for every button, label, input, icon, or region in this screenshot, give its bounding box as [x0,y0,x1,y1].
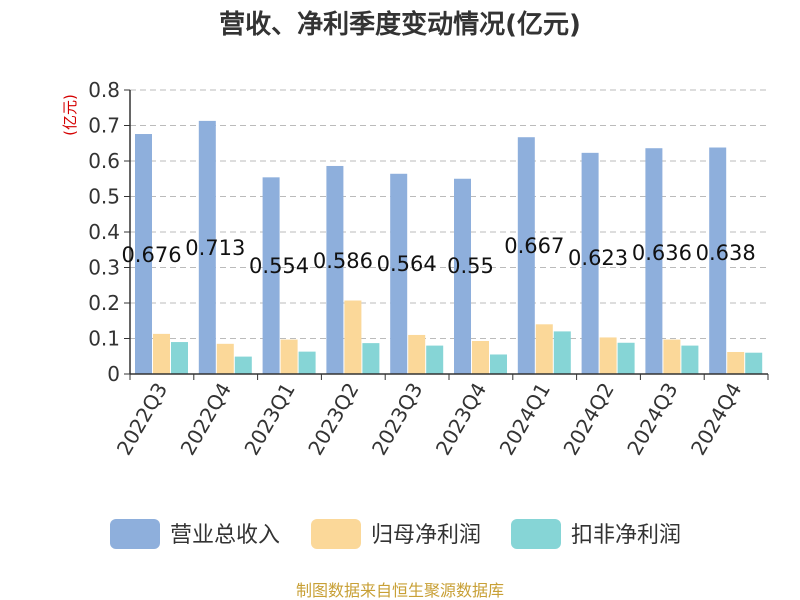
bar-0-8 [645,148,663,374]
bar-1-3 [344,300,362,374]
data-label-4: 0.564 [377,252,437,276]
legend-label: 归母净利润 [371,523,481,548]
bar-0-7 [581,152,599,374]
data-label-7: 0.623 [568,246,628,270]
bar-2-1 [234,356,252,374]
y-tick-label: 0.2 [88,291,120,315]
legend-item-1[interactable]: 归母净利润 [311,519,481,549]
bar-0-9 [709,147,727,374]
bar-0-1 [198,120,216,374]
data-label-1: 0.713 [185,236,245,260]
bar-0-3 [326,165,344,374]
x-tick-label: 2022Q3 [112,379,172,460]
bar-2-0 [171,342,188,374]
bar-1-4 [408,334,426,374]
gridlines [130,89,768,339]
bar-1-2 [280,339,298,374]
x-axis: 2022Q3 2022Q4 2023Q1 2023Q2 2023Q3 2023Q4 2024… [112,373,769,460]
x-tick-label: 2024Q4 [686,379,746,460]
legend-item-0[interactable]: 营业总收入 [110,519,280,549]
x-tick-label: 2024Q1 [495,379,555,460]
bar-2-3 [362,343,380,374]
y-tick-label: 0.3 [88,256,120,280]
y-tick-label: 0.7 [88,114,120,138]
y-axis: 0 0.1 0.2 0.3 0.4 0.5 0.6 0.7 0.8 [88,78,131,386]
y-tick-label: 0 [107,362,120,386]
legend-swatch [511,519,561,549]
legend-item-2[interactable]: 扣非净利润 [511,519,681,549]
y-tick-label: 0.4 [88,220,120,244]
legend[interactable]: 营业总收入 归母净利润 扣非净利润 [110,519,681,549]
bar-1-6 [535,324,553,374]
data-label-9: 0.638 [696,241,756,265]
y-tick-label: 0.6 [88,149,120,173]
legend-swatch [311,519,361,549]
bar-1-9 [727,351,745,374]
bar-0-5 [454,178,471,374]
x-tick-label: 2023Q4 [431,379,491,460]
bar-0-0 [135,134,152,374]
x-tick-label: 2024Q2 [558,379,618,460]
bar-0-6 [517,137,535,374]
bar-2-6 [553,331,571,374]
bar-1-0 [153,333,170,374]
bar-2-2 [298,351,316,374]
legend-label: 营业总收入 [170,523,280,548]
source-note: 制图数据来自恒生聚源数据库 [296,581,504,600]
bar-2-8 [681,345,699,374]
bar-0-4 [390,173,408,374]
y-tick-label: 0.5 [88,185,120,209]
data-label-6: 0.667 [504,234,564,258]
bar-1-1 [216,343,234,374]
bar-2-4 [426,345,444,374]
data-label-2: 0.554 [249,254,309,278]
x-tick-label: 2023Q3 [367,379,427,460]
y-tick-label: 0.1 [88,327,120,351]
x-tick-label: 2024Q3 [622,379,682,460]
data-label-8: 0.636 [632,241,692,265]
bar-2-7 [617,342,635,374]
data-label-3: 0.586 [313,249,373,273]
bar-2-5 [490,354,507,374]
legend-label: 扣非净利润 [571,523,681,548]
bar-2-9 [745,352,763,374]
legend-swatch [110,519,160,549]
bars [135,120,763,374]
bar-1-8 [663,339,681,374]
data-label-5: 0.55 [447,254,494,278]
bar-0-2 [262,177,280,374]
x-tick-label: 2023Q2 [303,379,363,460]
y-tick-label: 0.8 [88,78,120,102]
x-tick-label: 2023Q1 [239,379,299,460]
data-label-0: 0.676 [121,243,181,267]
chart-title: 营收、净利季度变动情况(亿元) [219,9,581,40]
bar-1-5 [472,340,489,374]
x-tick-label: 2022Q4 [176,379,236,460]
y-axis-unit: (亿元) [61,94,79,136]
bar-1-7 [599,337,617,374]
